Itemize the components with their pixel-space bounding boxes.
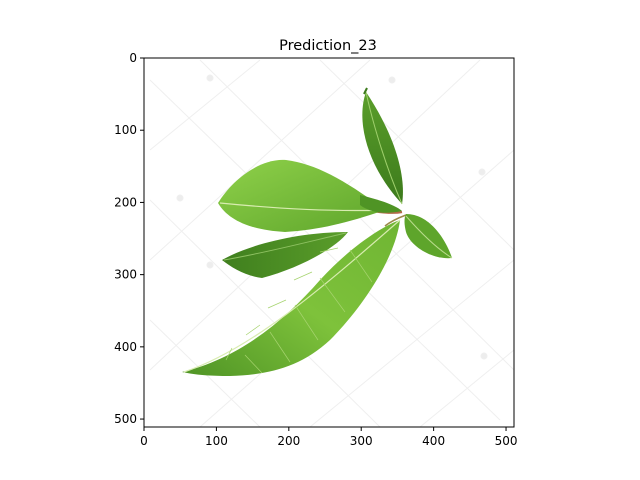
y-tick-label-400: 400 — [114, 340, 137, 354]
x-tick-label-200: 200 — [277, 434, 300, 448]
axes-frame — [143, 57, 515, 428]
leaf-lower-large — [182, 220, 400, 376]
y-tick-label-300: 300 — [114, 268, 137, 282]
y-tick-label-500: 500 — [114, 412, 137, 426]
x-tick-label-100: 100 — [205, 434, 228, 448]
x-tick-label-300: 300 — [350, 434, 373, 448]
x-tick-label-400: 400 — [422, 434, 445, 448]
chart-title: Prediction_23 — [279, 38, 377, 54]
y-axis: 0 100 200 300 400 500 — [114, 51, 144, 426]
x-tick-label-500: 500 — [495, 434, 518, 448]
plot-image — [144, 58, 514, 427]
y-tick-label-0: 0 — [129, 51, 137, 65]
leaf-dark-middle — [222, 232, 348, 278]
x-tick-label-0: 0 — [140, 434, 148, 448]
x-axis: 0 100 200 300 400 500 — [140, 427, 517, 448]
leaf-right-small — [404, 214, 452, 259]
y-tick-label-100: 100 — [114, 123, 137, 137]
y-tick-label-200: 200 — [114, 195, 137, 209]
leaf-upper-large — [218, 159, 385, 232]
